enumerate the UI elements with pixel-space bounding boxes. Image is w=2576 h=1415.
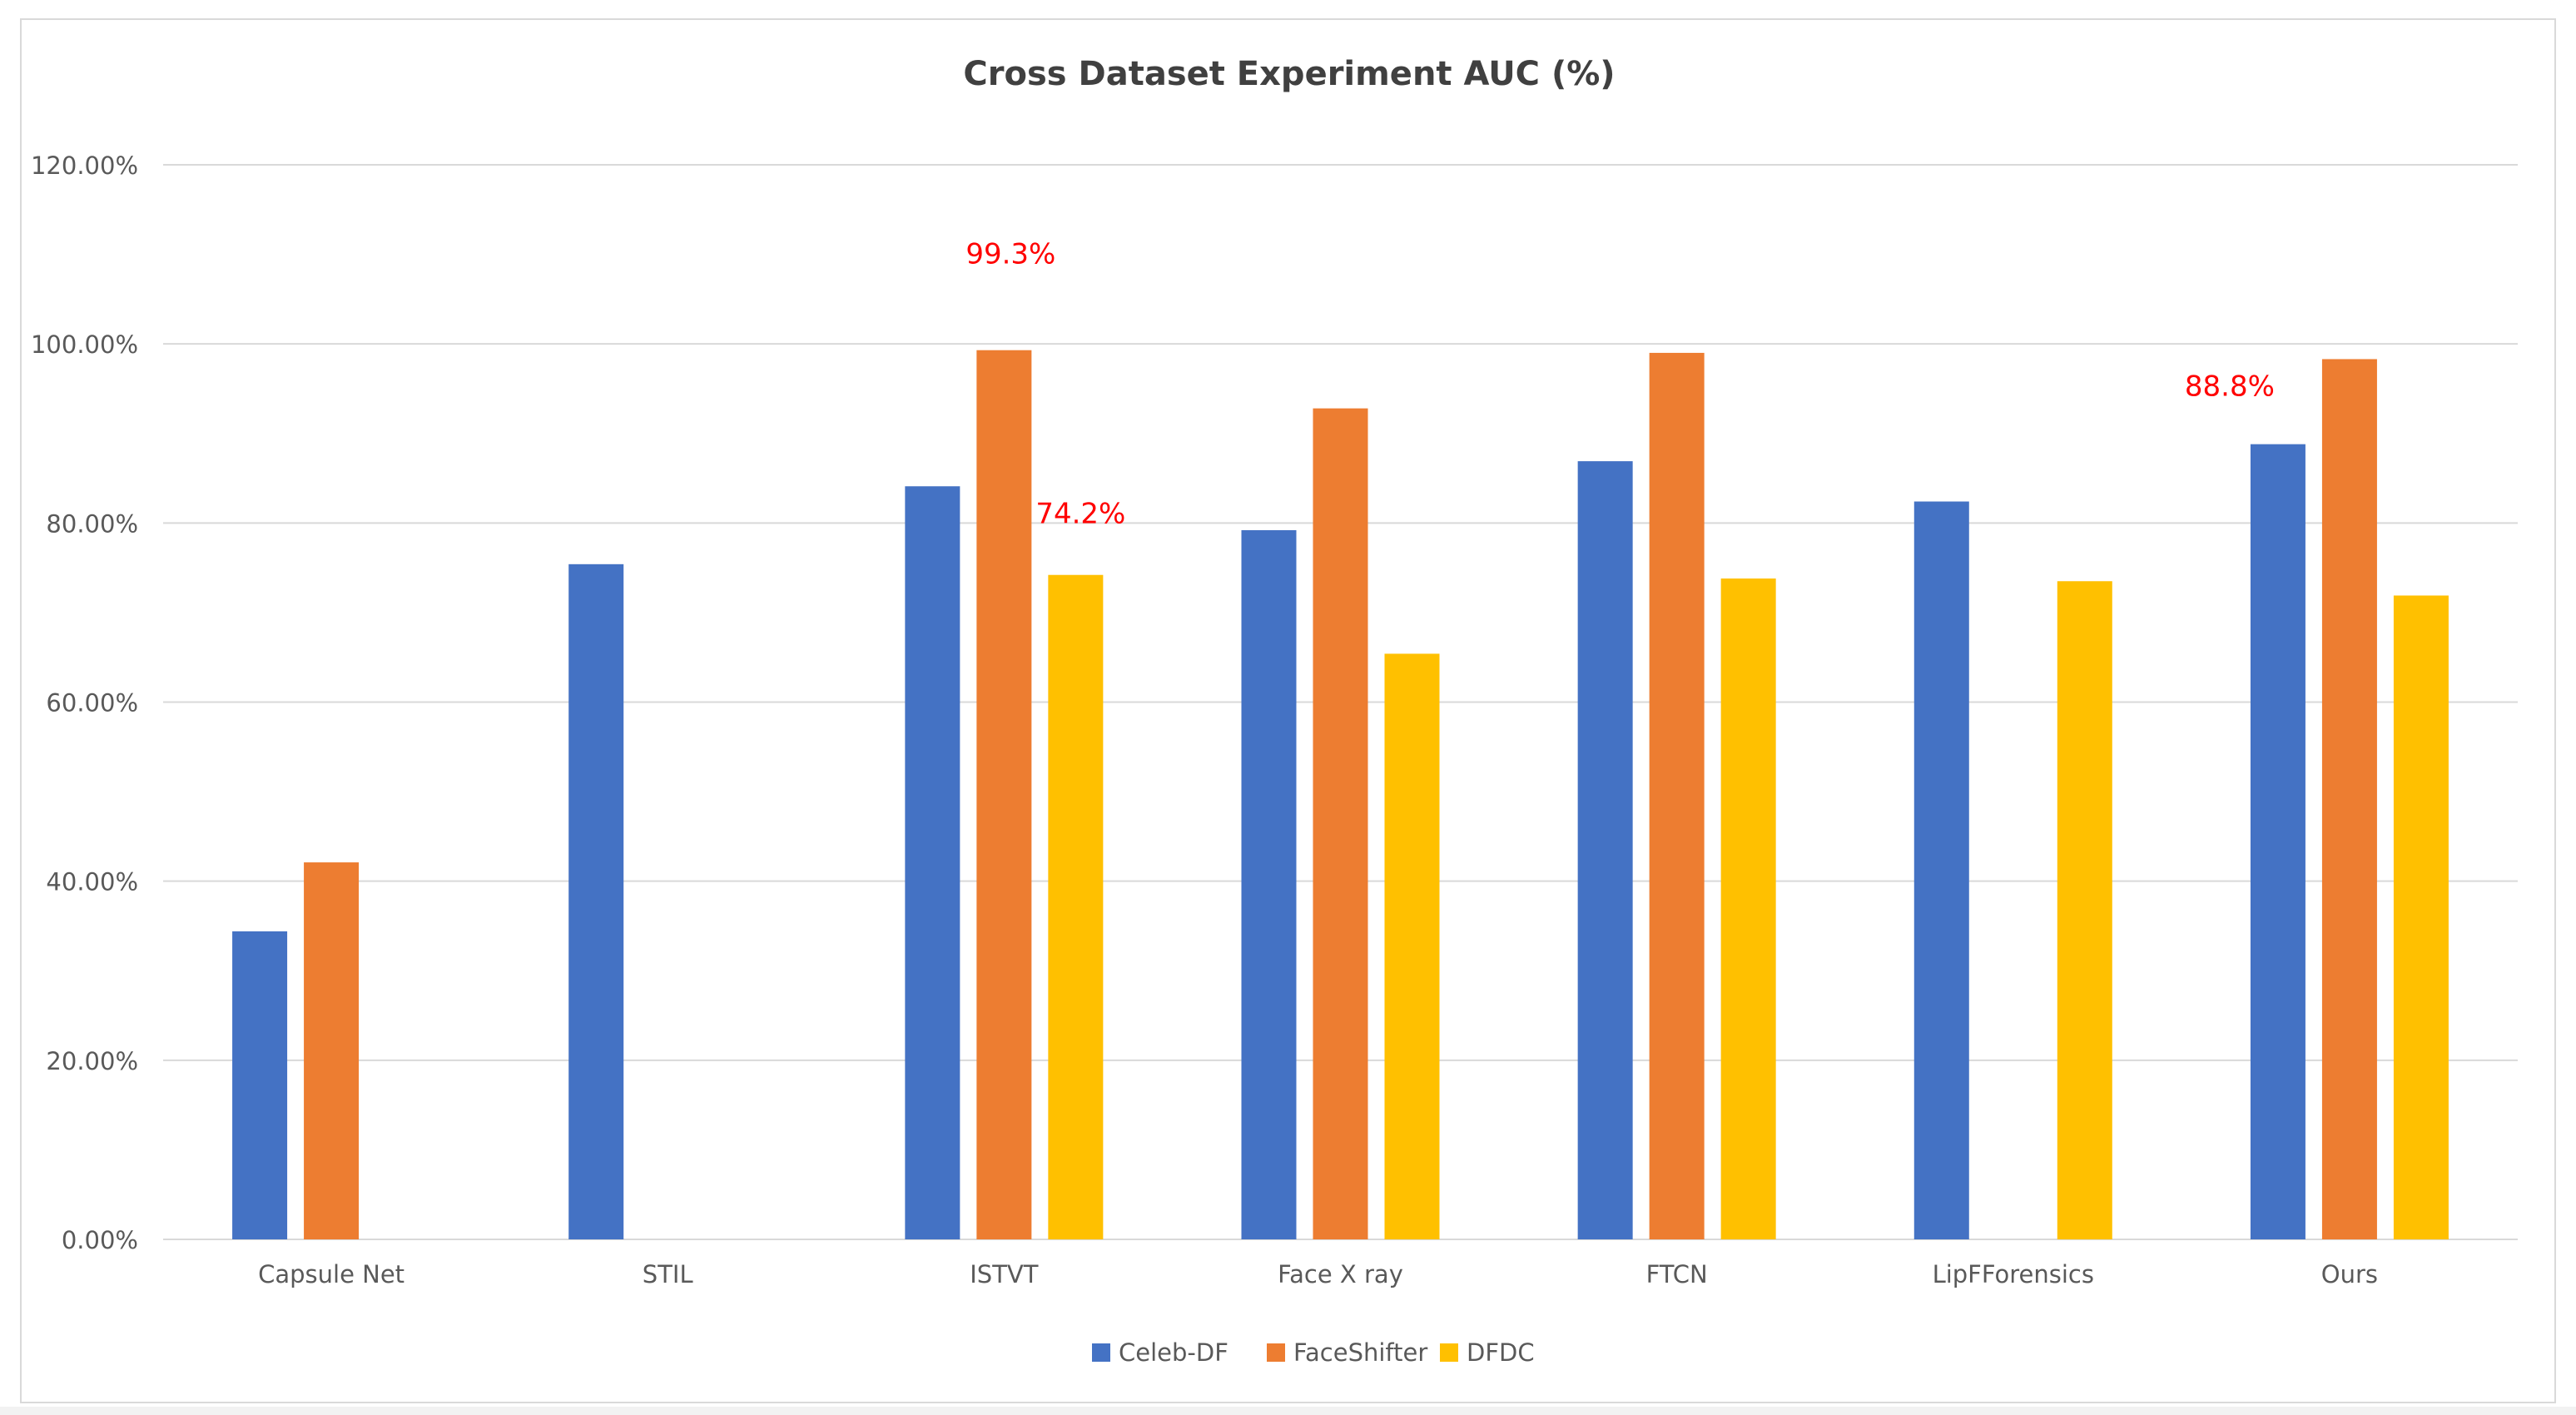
bars (232, 350, 2449, 1240)
annotations: 99.3% 74.2% 88.8% (965, 238, 2275, 531)
bar-faceshifter-istvt (976, 350, 1032, 1239)
y-tick-label: 80.00% (46, 509, 138, 538)
annotation-label: 74.2% (1035, 498, 1125, 531)
bar-celeb-df-istvt (905, 486, 960, 1239)
sheet-bottom-strip (0, 1407, 2576, 1415)
legend-swatch (1092, 1343, 1110, 1362)
annotation-label: 99.3% (965, 238, 1055, 271)
bar-dfdc-istvt (1048, 574, 1104, 1239)
bar-celeb-df-ftcn (1577, 461, 1633, 1239)
legend-swatch (1440, 1343, 1458, 1362)
y-tick-label: 100.00% (31, 330, 138, 359)
bar-dfdc-face-x-ray (1384, 653, 1440, 1239)
bar-dfdc-ours (2393, 595, 2449, 1239)
chart-canvas: Cross Dataset Experiment AUC (%) 0.00% 20… (31, 55, 2518, 1367)
x-tick-label: ISTVT (970, 1260, 1039, 1288)
x-tick-label: STIL (643, 1260, 693, 1288)
y-axis-ticks: 0.00% 20.00% 40.00% 60.00% 80.00% 100.00% 120.… (31, 151, 138, 1254)
bar-dfdc-ftcn (1720, 578, 1776, 1239)
bar-dfdc-lipfforensics (2057, 581, 2112, 1239)
y-tick-label: 60.00% (46, 689, 138, 717)
chart-title: Cross Dataset Experiment AUC (%) (963, 55, 1615, 93)
y-tick-label: 120.00% (31, 151, 138, 180)
legend-swatch (1267, 1343, 1285, 1362)
legend[interactable]: Celeb-DF FaceShifter DFDC (1092, 1338, 1535, 1367)
x-tick-label: Capsule Net (258, 1260, 405, 1288)
bar-faceshifter-face-x-ray (1313, 408, 1368, 1239)
x-tick-label: Face X ray (1278, 1260, 1403, 1288)
bar-faceshifter-ftcn (1649, 352, 1705, 1239)
x-tick-label: FTCN (1646, 1260, 1708, 1288)
bar-faceshifter-ours (2321, 359, 2377, 1240)
legend-label[interactable]: FaceShifter (1293, 1338, 1427, 1367)
x-tick-label: Ours (2321, 1260, 2378, 1288)
x-tick-label: LipFForensics (1933, 1260, 2094, 1288)
bar-celeb-df-stil (568, 564, 624, 1239)
y-tick-label: 40.00% (46, 868, 138, 896)
legend-label[interactable]: DFDC (1467, 1338, 1535, 1367)
chart-frame: Cross Dataset Experiment AUC (%) 0.00% 20… (20, 18, 2556, 1403)
bar-faceshifter-capsule-net (304, 862, 360, 1239)
bar-celeb-df-capsule-net (232, 931, 288, 1239)
bar-celeb-df-lipfforensics (1913, 501, 1969, 1239)
bar-celeb-df-face-x-ray (1241, 529, 1297, 1239)
y-tick-label: 20.00% (46, 1047, 138, 1075)
legend-label[interactable]: Celeb-DF (1119, 1338, 1228, 1367)
annotation-label: 88.8% (2185, 370, 2275, 404)
y-tick-label: 0.00% (62, 1226, 138, 1254)
bar-celeb-df-ours (2250, 444, 2305, 1239)
x-axis-ticks: Capsule Net STIL ISTVT Face X ray FTCN LipFFo… (258, 1260, 2378, 1288)
